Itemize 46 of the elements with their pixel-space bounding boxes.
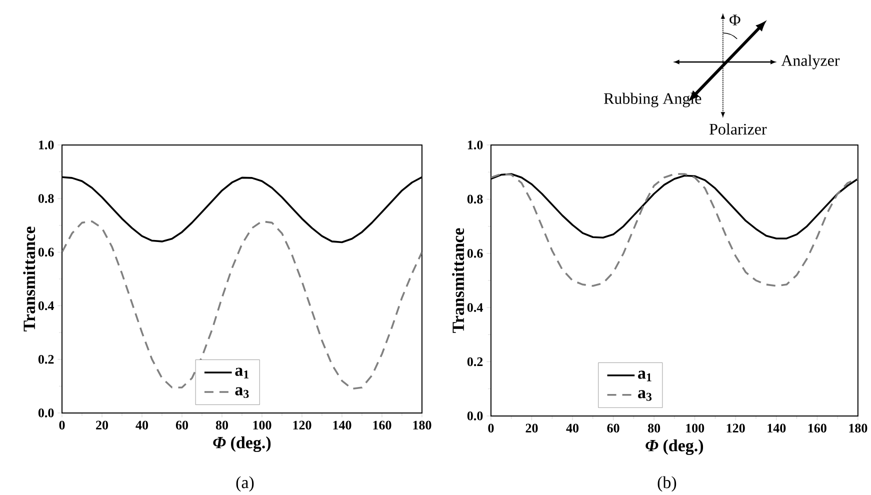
y-tick-label: 0.0 bbox=[38, 408, 54, 418]
x-tick-label: 20 bbox=[526, 424, 538, 433]
x-axis-title: Φ (deg.) bbox=[646, 439, 704, 455]
x-tick-label: 160 bbox=[373, 420, 392, 430]
y-tick-label: 0.4 bbox=[467, 303, 483, 312]
y-tick-label: 0.6 bbox=[467, 248, 483, 258]
y-axis-title: Transmittance bbox=[23, 226, 36, 332]
x-tick-label: 140 bbox=[333, 420, 352, 430]
x-tick-label: 0 bbox=[488, 424, 494, 433]
x-tick-label: 20 bbox=[96, 420, 108, 430]
x-tick-label: 100 bbox=[686, 424, 704, 433]
x-tick-label: 180 bbox=[413, 420, 432, 430]
x-tick-label: 40 bbox=[566, 424, 579, 433]
y-tick-label: 1.0 bbox=[38, 140, 54, 150]
x-tick-label: 120 bbox=[293, 420, 312, 430]
x-tick-label: 180 bbox=[849, 424, 868, 433]
x-tick-label: 0 bbox=[59, 420, 65, 430]
x-tick-label: 160 bbox=[808, 424, 826, 433]
y-tick-label: 0.4 bbox=[38, 301, 54, 310]
y-tick-label: 0.8 bbox=[467, 194, 483, 204]
x-tick-label: 100 bbox=[253, 420, 272, 430]
x-tick-label: 120 bbox=[726, 424, 745, 433]
x-tick-label: 60 bbox=[607, 424, 620, 433]
legend-label: a$_{1}$ bbox=[638, 370, 652, 382]
y-tick-label: 1.0 bbox=[468, 140, 483, 150]
x-tick-label: 80 bbox=[648, 424, 660, 433]
x-tick-label: 60 bbox=[176, 420, 188, 430]
text: (a) bbox=[236, 476, 254, 492]
text: Analyzer bbox=[781, 54, 840, 70]
legend-label: a$_{3}$ bbox=[638, 390, 652, 401]
text: (b) bbox=[658, 476, 676, 492]
text: Φ bbox=[730, 14, 740, 26]
x-tick-label: 40 bbox=[136, 420, 148, 430]
legend-label: a$_{1}$ bbox=[235, 368, 248, 378]
y-tick-label: 0.0 bbox=[467, 412, 483, 420]
y-tick-label: 0.8 bbox=[38, 194, 54, 203]
x-tick-label: 80 bbox=[216, 420, 228, 430]
legend-label: a$_{3}$ bbox=[235, 387, 249, 398]
y-tick-label: 0.2 bbox=[38, 354, 54, 364]
y-tick-label: 0.2 bbox=[467, 357, 483, 366]
line-series bbox=[490, 173, 858, 287]
x-axis-title: Φ (deg.) bbox=[213, 436, 271, 452]
x-tick-label: 140 bbox=[768, 424, 786, 433]
y-axis-title: Transmittance bbox=[452, 228, 464, 333]
y-tick-label: 0.6 bbox=[38, 248, 54, 257]
text: Polarizer bbox=[710, 123, 767, 135]
